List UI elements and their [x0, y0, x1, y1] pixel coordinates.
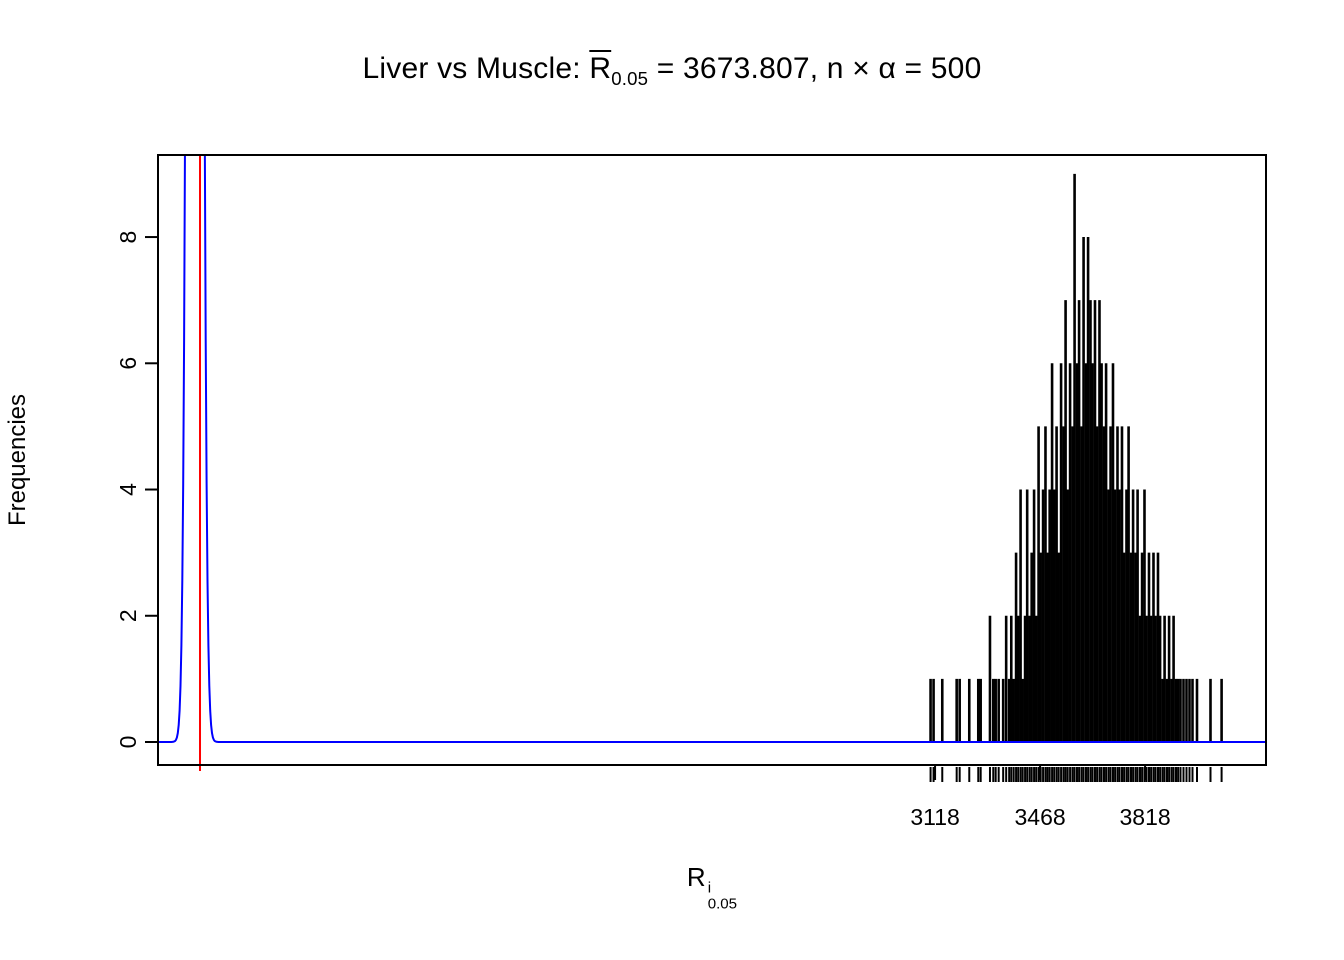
y-tick-label: 0: [115, 736, 141, 749]
title-prefix: Liver vs Muscle:: [362, 52, 590, 85]
density-curve: [158, 154, 1266, 743]
title-stat-sub: 0.05: [611, 68, 649, 89]
title-rest: = 3673.807, n × α = 500: [648, 52, 982, 85]
rug-marks: [929, 767, 1223, 782]
x-tick-label: 3818: [1120, 804, 1171, 830]
x-label-base: R: [686, 862, 706, 892]
plot-box: [157, 154, 1267, 766]
title-stat-base: R: [589, 52, 612, 85]
y-tick-label: 2: [115, 609, 141, 622]
histogram-spikes: [929, 173, 1223, 742]
y-tick-label: 8: [115, 231, 141, 244]
y-tick-label: 4: [115, 483, 141, 496]
x-label-scripts: i 0.05: [708, 880, 737, 912]
y-axis-label: Frequencies: [4, 393, 31, 527]
title-stat-mean: R: [589, 52, 611, 85]
x-label-sub: 0.05: [707, 895, 738, 913]
x-label-sup: i: [707, 879, 712, 897]
x-tick-label: 3118: [910, 804, 959, 830]
y-axis: 0 2 4 6 8: [115, 231, 158, 749]
y-tick-label: 6: [115, 357, 141, 370]
chart-title: Liver vs Muscle: R0.05 = 3673.807, n × α…: [0, 52, 1344, 90]
x-tick-label: 3468: [1014, 804, 1065, 830]
